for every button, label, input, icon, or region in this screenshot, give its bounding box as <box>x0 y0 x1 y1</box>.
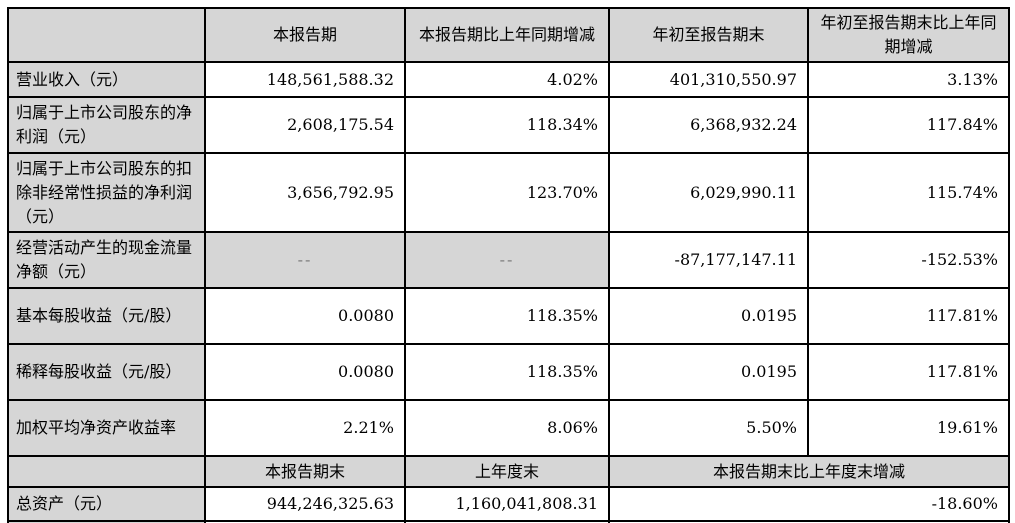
value-cell: 112,558,236.09 <box>404 520 610 523</box>
col-header-prior-year-end: 上年度末 <box>404 455 610 488</box>
value-cell: 148,561,588.32 <box>204 61 406 98</box>
value-cell: 0.0195 <box>608 343 809 401</box>
value-cell: 3.13% <box>807 61 1010 98</box>
row-label: 归属于上市公司股东的净利润（元） <box>7 96 206 154</box>
row-label: 归属于上市公司股东的扣除非经常性损益的净利润（元） <box>7 152 206 233</box>
col-header-period-end-change: 本报告期末比上年度末增减 <box>608 455 1010 488</box>
value-cell: 8.06% <box>404 399 610 457</box>
value-cell: 0.0195 <box>608 287 809 345</box>
value-cell: -152.53% <box>807 231 1010 289</box>
value-cell: 2.21% <box>204 399 406 457</box>
table-row-net-profit: 归属于上市公司股东的净利润（元） 2,608,175.54 118.34% 6,… <box>7 96 1010 154</box>
value-cell: 1,160,041,808.31 <box>404 486 610 522</box>
col-header-period-end: 本报告期末 <box>204 455 406 488</box>
value-cell: 0.0080 <box>204 343 406 401</box>
row-label: 营业收入（元） <box>7 61 206 98</box>
value-cell: 5.50% <box>608 399 809 457</box>
value-cell: 6,029,990.11 <box>608 152 809 233</box>
value-cell: 944,246,325.63 <box>204 486 406 522</box>
table-row-total-assets: 总资产（元） 944,246,325.63 1,160,041,808.31 -… <box>7 486 1010 522</box>
value-cell: 2,608,175.54 <box>204 96 406 154</box>
section2-header-row: 本报告期末 上年度末 本报告期末比上年度末增减 <box>7 455 1010 488</box>
financial-summary-table: 本报告期 本报告期比上年同期增减 年初至报告期末 年初至报告期末比上年同期增减 … <box>7 7 1010 523</box>
col-header-yoy-change: 本报告期比上年同期增减 <box>404 7 610 63</box>
table-row-operating-cash-flow: 经营活动产生的现金流量净额（元） -- -- -87,177,147.11 -1… <box>7 231 1010 289</box>
table-row-basic-eps: 基本每股收益（元/股） 0.0080 118.35% 0.0195 117.81… <box>7 287 1010 345</box>
value-cell: -87,177,147.11 <box>608 231 809 289</box>
value-cell: 115.74% <box>807 152 1010 233</box>
row-label: 加权平均净资产收益率 <box>7 399 206 457</box>
col-header-ytd-change: 年初至报告期末比上年同期增减 <box>807 7 1010 63</box>
value-cell: 401,310,550.97 <box>608 61 809 98</box>
row-label: 归属于上市公司股东的所有者权益（元） <box>7 520 206 523</box>
value-cell: 19.61% <box>807 399 1010 457</box>
value-cell: 6,368,932.24 <box>608 96 809 154</box>
table-row-equity: 归属于上市公司股东的所有者权益（元） 88,378,801.35 112,558… <box>7 520 1010 523</box>
na-cell: -- <box>204 231 406 289</box>
value-cell: 88,378,801.35 <box>204 520 406 523</box>
row-label: 经营活动产生的现金流量净额（元） <box>7 231 206 289</box>
col-header-ytd: 年初至报告期末 <box>608 7 809 63</box>
table-row-revenue: 营业收入（元） 148,561,588.32 4.02% 401,310,550… <box>7 61 1010 98</box>
value-cell: 117.81% <box>807 287 1010 345</box>
value-cell: -18.60% <box>608 486 1010 522</box>
value-cell: -21.48% <box>608 520 1010 523</box>
table-row-net-profit-excl-nonrecurring: 归属于上市公司股东的扣除非经常性损益的净利润（元） 3,656,792.95 1… <box>7 152 1010 233</box>
value-cell: 4.02% <box>404 61 610 98</box>
corner-cell <box>7 7 206 63</box>
corner-cell <box>7 455 206 488</box>
table-row-diluted-eps: 稀释每股收益（元/股） 0.0080 118.35% 0.0195 117.81… <box>7 343 1010 401</box>
section1-header-row: 本报告期 本报告期比上年同期增减 年初至报告期末 年初至报告期末比上年同期增减 <box>7 7 1010 63</box>
value-cell: 118.34% <box>404 96 610 154</box>
value-cell: 3,656,792.95 <box>204 152 406 233</box>
value-cell: 118.35% <box>404 343 610 401</box>
value-cell: 0.0080 <box>204 287 406 345</box>
value-cell: 117.84% <box>807 96 1010 154</box>
value-cell: 118.35% <box>404 287 610 345</box>
row-label: 稀释每股收益（元/股） <box>7 343 206 401</box>
value-cell: 117.81% <box>807 343 1010 401</box>
na-cell: -- <box>404 231 610 289</box>
col-header-current-period: 本报告期 <box>204 7 406 63</box>
row-label: 总资产（元） <box>7 486 206 522</box>
table-row-weighted-avg-roe: 加权平均净资产收益率 2.21% 8.06% 5.50% 19.61% <box>7 399 1010 457</box>
value-cell: 123.70% <box>404 152 610 233</box>
row-label: 基本每股收益（元/股） <box>7 287 206 345</box>
